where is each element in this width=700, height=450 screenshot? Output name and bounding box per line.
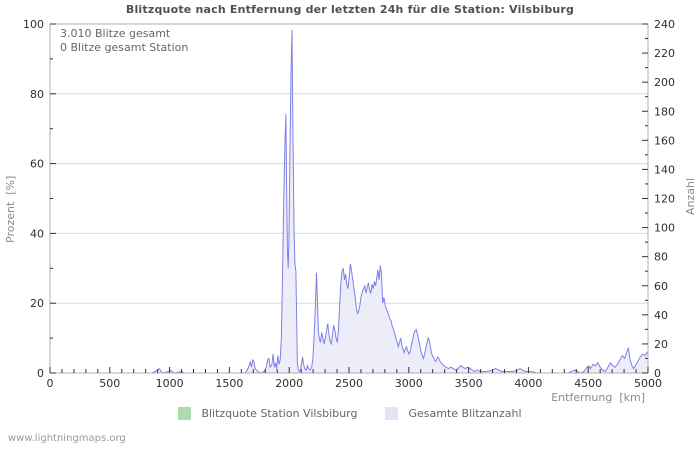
legend-item-total-count: Gesamte Blitzanzahl — [385, 407, 522, 420]
tick-label: 200 — [654, 76, 675, 89]
total-strikes-area — [50, 29, 648, 374]
tick-label: 40 — [30, 227, 44, 240]
legend-label-total-count: Gesamte Blitzanzahl — [408, 407, 522, 420]
tick-label: 160 — [654, 134, 675, 147]
tick-label: 180 — [654, 105, 675, 118]
chart-title: Blitzquote nach Entfernung der letzten 2… — [125, 3, 575, 16]
tick-label: 0 — [654, 367, 661, 380]
tick-label: 100 — [654, 222, 675, 235]
total-strikes-line — [50, 29, 649, 374]
tick-label: 0 — [47, 377, 54, 390]
legend-swatch-total-count — [385, 407, 399, 420]
tick-label: 100 — [23, 18, 44, 31]
tick-label: 3000 — [395, 377, 423, 390]
legend-swatch-station-quote — [178, 407, 192, 420]
legend: Blitzquote Station Vilsbiburg Gesamte Bl… — [0, 407, 700, 420]
tick-label: 0 — [37, 367, 44, 380]
tick-label: 4500 — [574, 377, 602, 390]
tick-label: 4000 — [514, 377, 542, 390]
tick-label: 2000 — [275, 377, 303, 390]
legend-item-station-quote: Blitzquote Station Vilsbiburg — [178, 407, 357, 420]
tick-label: 20 — [654, 338, 668, 351]
annotation-block: 3.010 Blitze gesamt 0 Blitze gesamt Stat… — [60, 27, 188, 55]
tick-label: 80 — [654, 251, 668, 264]
watermark: www.lightningmaps.org — [8, 433, 126, 444]
tick-label: 240 — [654, 18, 675, 31]
tick-label: 20 — [30, 297, 44, 310]
tick-label: 120 — [654, 193, 675, 206]
tick-label: 2500 — [335, 377, 363, 390]
tick-label: 3500 — [455, 377, 483, 390]
annotation-total-strikes: 3.010 Blitze gesamt — [60, 27, 171, 40]
tick-label: 60 — [30, 158, 44, 171]
tick-label: 500 — [99, 377, 120, 390]
right-axis-title: Anzahl — [684, 177, 697, 215]
legend-label-station-quote: Blitzquote Station Vilsbiburg — [201, 407, 358, 420]
tick-label: 80 — [30, 88, 44, 101]
left-axis-title: Prozent [%] — [4, 175, 17, 243]
tick-label: 140 — [654, 163, 675, 176]
tick-label: 1000 — [156, 377, 184, 390]
tick-label: 5000 — [634, 377, 662, 390]
x-axis-title: Entfernung [km] — [551, 391, 645, 404]
annotation-station-strikes: 0 Blitze gesamt Station — [60, 41, 189, 54]
tick-label: 60 — [654, 280, 668, 293]
tick-label: 1500 — [215, 377, 243, 390]
tick-label: 40 — [654, 309, 668, 322]
tick-label: 220 — [654, 47, 675, 60]
